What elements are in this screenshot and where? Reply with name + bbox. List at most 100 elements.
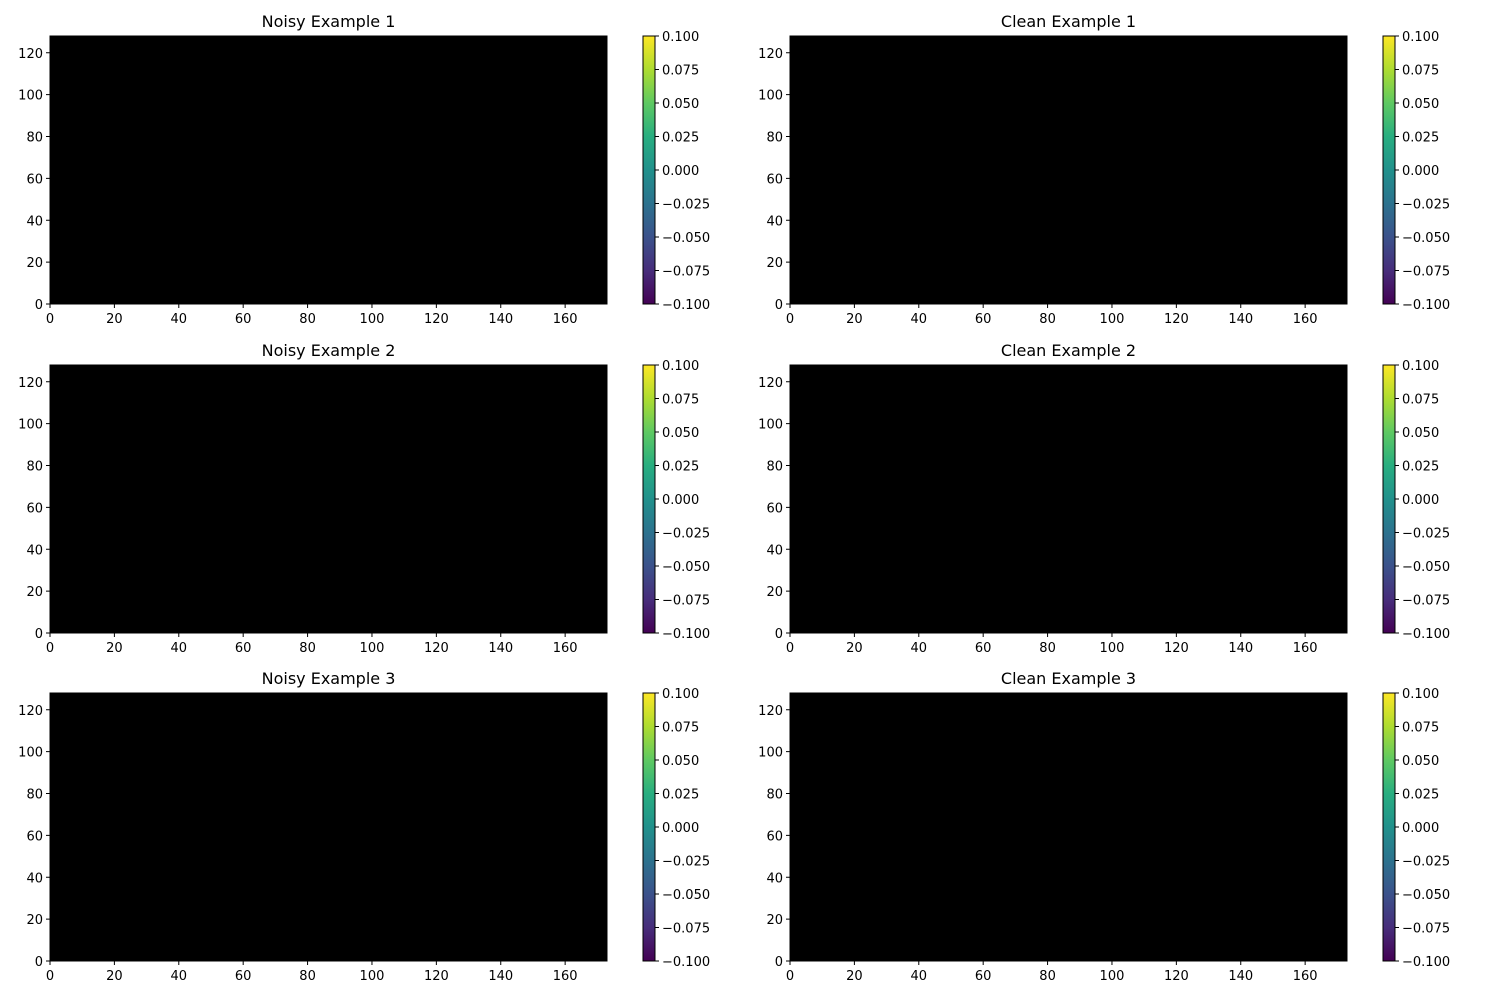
y-tick-label: 40 — [766, 543, 783, 558]
colorbar-tick-label: 0.025 — [662, 131, 699, 146]
colorbar-tick-label: −0.050 — [1402, 560, 1450, 575]
x-tick-label: 20 — [106, 312, 123, 327]
subplot-panel: Clean Example 2 0 20 40 60 80 100 120 140 160 0 20 4… — [758, 341, 1450, 656]
colorbar-tick-label: 0.100 — [662, 359, 699, 374]
y-tick-label: 40 — [26, 543, 43, 558]
colorbar-tick-label: 0.100 — [1402, 30, 1439, 45]
colorbar-tick-label: −0.075 — [662, 922, 710, 937]
heatmap-image — [790, 365, 1347, 633]
colorbar-tick-label: 0.000 — [662, 821, 699, 836]
x-tick-label: 20 — [106, 641, 123, 656]
y-tick-label: 0 — [35, 627, 43, 642]
subplot-panel: Noisy Example 1 0 20 40 60 80 100 120 140 160 0 20 4… — [18, 12, 710, 327]
y-tick-label: 20 — [26, 256, 43, 271]
y-tick-label: 40 — [766, 214, 783, 229]
y-tick-label: 120 — [758, 47, 783, 62]
y-tick-label: 60 — [766, 829, 783, 844]
x-tick-label: 40 — [911, 312, 928, 327]
colorbar — [643, 36, 655, 304]
colorbar-tick-label: −0.075 — [662, 594, 710, 609]
x-tick-label: 140 — [1228, 641, 1253, 656]
axes-frame — [789, 364, 1348, 634]
colorbar — [1383, 36, 1395, 304]
x-tick-label: 0 — [46, 312, 54, 327]
panel-title: Clean Example 3 — [1001, 669, 1136, 688]
colorbar-tick-label: 0.100 — [1402, 687, 1439, 702]
x-tick-label: 40 — [171, 312, 188, 327]
y-tick-label: 20 — [26, 585, 43, 600]
x-tick-label: 20 — [846, 969, 863, 984]
colorbar-tick-label: 0.100 — [662, 687, 699, 702]
colorbar-tick-label: −0.025 — [1402, 855, 1450, 870]
heatmap-image — [50, 693, 607, 961]
colorbar-tick-label: −0.025 — [1402, 198, 1450, 213]
y-tick-label: 20 — [766, 256, 783, 271]
y-tick-label: 80 — [26, 788, 43, 803]
subplot-panel: Clean Example 3 0 20 40 60 80 100 120 140 160 0 20 4… — [758, 669, 1450, 984]
x-tick-label: 20 — [846, 641, 863, 656]
colorbar-tick-label: 0.050 — [662, 426, 699, 441]
y-tick-label: 80 — [766, 131, 783, 146]
colorbar-tick-label: 0.075 — [662, 64, 699, 79]
colorbar-tick-label: −0.075 — [1402, 265, 1450, 280]
x-tick-label: 20 — [106, 969, 123, 984]
colorbar-tick-label: 0.025 — [1402, 131, 1439, 146]
subplot-panel: Noisy Example 2 0 20 40 60 80 100 120 140 160 0 20 4… — [18, 341, 710, 656]
x-tick-label: 40 — [911, 969, 928, 984]
x-tick-label: 40 — [911, 641, 928, 656]
x-tick-label: 160 — [553, 969, 578, 984]
y-tick-label: 20 — [26, 913, 43, 928]
colorbar-tick-label: 0.000 — [1402, 821, 1439, 836]
x-tick-label: 160 — [553, 312, 578, 327]
x-tick-label: 20 — [846, 312, 863, 327]
y-tick-label: 100 — [18, 418, 43, 433]
axes-frame — [49, 692, 608, 962]
x-tick-label: 0 — [786, 641, 794, 656]
y-tick-label: 100 — [758, 89, 783, 104]
panel-title: Clean Example 1 — [1001, 12, 1136, 31]
colorbar-tick-label: −0.100 — [662, 955, 710, 970]
colorbar-tick-label: 0.025 — [662, 788, 699, 803]
colorbar-tick-label: 0.025 — [1402, 788, 1439, 803]
axes-frame — [789, 35, 1348, 305]
colorbar-tick-label: −0.075 — [1402, 922, 1450, 937]
colorbar-tick-label: −0.050 — [662, 888, 710, 903]
colorbar-tick-label: −0.100 — [662, 298, 710, 313]
colorbar-tick-label: −0.025 — [662, 527, 710, 542]
y-tick-label: 0 — [775, 955, 783, 970]
axes-frame — [49, 35, 608, 305]
colorbar-tick-label: 0.000 — [662, 164, 699, 179]
x-tick-label: 40 — [171, 641, 188, 656]
x-tick-label: 140 — [488, 312, 513, 327]
x-tick-label: 140 — [488, 641, 513, 656]
x-tick-label: 60 — [975, 641, 992, 656]
heatmap-image — [50, 36, 607, 304]
y-tick-label: 0 — [35, 955, 43, 970]
x-tick-label: 100 — [1100, 312, 1125, 327]
x-tick-label: 160 — [553, 641, 578, 656]
x-tick-label: 80 — [299, 969, 316, 984]
y-tick-label: 100 — [758, 746, 783, 761]
x-tick-label: 120 — [1164, 641, 1189, 656]
subplot-panel: Noisy Example 3 0 20 40 60 80 100 120 140 160 0 20 4… — [18, 669, 710, 984]
colorbar-tick-label: 0.075 — [1402, 721, 1439, 736]
colorbar-tick-label: −0.050 — [662, 560, 710, 575]
y-tick-label: 0 — [35, 298, 43, 313]
y-tick-label: 0 — [775, 627, 783, 642]
x-tick-label: 80 — [1039, 969, 1056, 984]
x-tick-label: 60 — [235, 641, 252, 656]
y-tick-label: 80 — [26, 131, 43, 146]
colorbar-tick-label: 0.075 — [662, 721, 699, 736]
colorbar-tick-label: 0.000 — [662, 493, 699, 508]
y-tick-label: 60 — [26, 501, 43, 516]
colorbar-tick-label: 0.050 — [662, 97, 699, 112]
colorbar — [1383, 365, 1395, 633]
y-tick-label: 0 — [775, 298, 783, 313]
y-tick-label: 120 — [758, 704, 783, 719]
x-tick-label: 100 — [360, 312, 385, 327]
colorbar-tick-label: 0.025 — [662, 460, 699, 475]
x-tick-label: 60 — [975, 969, 992, 984]
colorbar-tick-label: 0.075 — [662, 393, 699, 408]
colorbar-tick-label: −0.025 — [662, 855, 710, 870]
